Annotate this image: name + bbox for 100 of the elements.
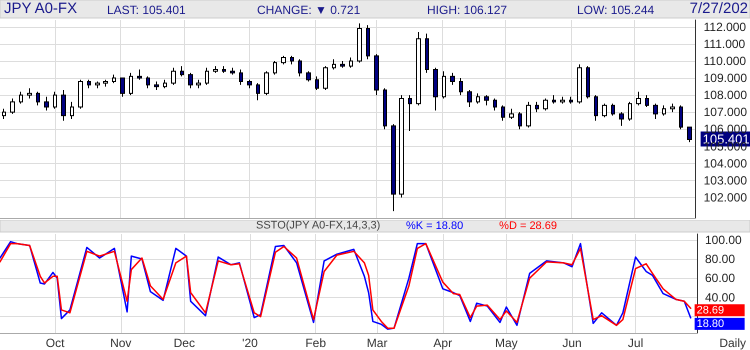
y-tick-label: 107.000 [704, 105, 748, 120]
candlestick [146, 76, 150, 89]
x-tick-label: Dec [174, 336, 195, 350]
candlestick [171, 67, 176, 86]
candlestick [619, 112, 624, 126]
candlestick [493, 98, 497, 111]
text: 7/27/202 [690, 0, 748, 17]
candlestick [399, 94, 404, 198]
x-tick-label: '20 [242, 336, 258, 350]
x-tick-label: May [494, 336, 518, 350]
candlestick [433, 67, 438, 111]
text: HIGH: 106.127 [427, 3, 508, 17]
candlestick [653, 103, 658, 120]
text: CHANGE: ▼ 0.721 [257, 3, 361, 17]
candlestick [526, 101, 531, 128]
candlestick [408, 94, 412, 132]
candlestick [560, 96, 565, 104]
candlestick [340, 60, 345, 68]
candlestick [180, 66, 184, 77]
candlestick [137, 69, 142, 80]
candlestick [323, 66, 328, 90]
candlestick [222, 66, 226, 74]
x-tick-label: Apr [433, 336, 452, 350]
candlestick [315, 76, 319, 90]
candlestick [594, 94, 598, 122]
candlestick [19, 91, 23, 104]
candlestick [586, 66, 590, 100]
candlestick [154, 80, 159, 90]
candlestick [10, 98, 15, 114]
x-tick-label: Feb [305, 336, 326, 350]
candlestick [459, 78, 463, 96]
y-tick-label: 60.00 [705, 271, 736, 286]
candlestick [628, 101, 632, 122]
candlestick [645, 94, 649, 108]
candlestick [196, 79, 201, 89]
candlestick [662, 104, 666, 116]
data-label: 18.80 [696, 318, 724, 330]
candlestick [163, 79, 167, 89]
candlestick [509, 108, 514, 120]
text: %D = 28.69 [499, 220, 557, 232]
candlestick [416, 31, 421, 106]
y-tick-label: 100.00 [705, 232, 742, 247]
candlestick [95, 80, 100, 89]
candlestick [501, 104, 505, 122]
y-tick-label: 108.000 [704, 88, 748, 102]
candlestick [349, 57, 353, 68]
candlestick [264, 70, 269, 96]
y-tick-label: 104.000 [704, 156, 748, 170]
candlestick [476, 92, 480, 104]
x-tick-label: Jul [628, 336, 644, 350]
candlestick [484, 94, 489, 106]
candlestick [366, 24, 370, 60]
candlestick [450, 72, 455, 86]
candlestick [552, 94, 556, 104]
candlestick [679, 104, 683, 130]
candlestick [374, 54, 379, 96]
candlestick [44, 96, 49, 111]
candlestick [306, 70, 311, 82]
candlestick [670, 103, 675, 113]
candlestick [687, 126, 692, 143]
candlestick [290, 55, 294, 65]
candlestick [543, 98, 548, 111]
y-tick-label: 40.00 [705, 290, 736, 304]
x-tick-label: Mar [366, 336, 388, 350]
candlestick [602, 103, 607, 118]
candlestick [332, 58, 336, 70]
x-tick-label: Oct [46, 336, 66, 350]
candlestick [256, 82, 260, 101]
candlestick [391, 124, 396, 212]
y-tick-label: 80.00 [705, 252, 736, 266]
candlestick [2, 108, 6, 120]
chart-title: SSTO(JPY A0-FX,14,3,3) [256, 220, 380, 232]
candlestick [577, 64, 582, 104]
candlestick [120, 78, 125, 98]
candlestick [281, 55, 286, 65]
candlestick [61, 89, 66, 122]
candlestick [535, 101, 539, 113]
candlestick [103, 79, 108, 88]
candlestick [129, 72, 133, 96]
series-label: %K = 18.80 [406, 220, 464, 232]
text: LOW: 105.244 [577, 3, 654, 17]
x-tick-label: Nov [110, 336, 132, 350]
candlestick [425, 33, 429, 74]
y-tick-label: 103.000 [704, 173, 748, 188]
candlestick [188, 72, 193, 89]
candlestick [298, 58, 302, 77]
candlestick [230, 67, 235, 76]
candlestick [442, 70, 446, 100]
candlestick [467, 89, 472, 108]
candlestick [383, 88, 387, 130]
candlestick [569, 96, 573, 104]
candlestick [36, 91, 40, 106]
candlestick [239, 69, 243, 86]
candlestick [273, 60, 277, 76]
x-tick-label: Jun [562, 336, 582, 350]
candlestick [518, 112, 522, 130]
candlestick [27, 88, 32, 100]
y-tick-label: 102.000 [704, 190, 748, 205]
y-tick-label: 112.000 [704, 20, 746, 34]
candlestick [78, 79, 83, 110]
